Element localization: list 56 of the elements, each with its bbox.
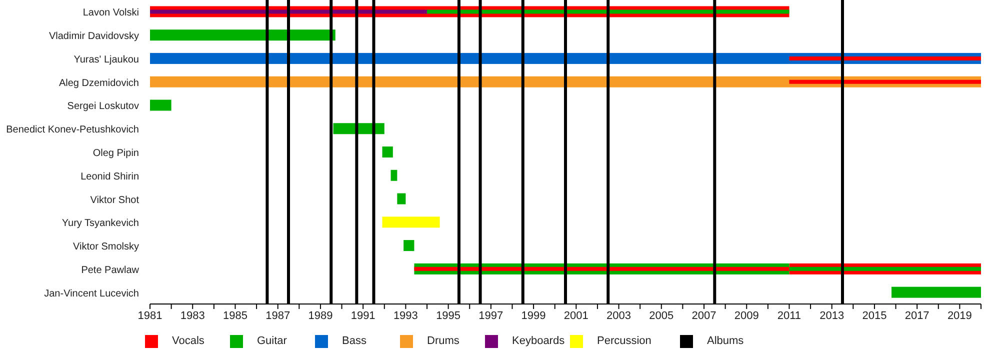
bar <box>789 80 981 84</box>
legend-label: Albums <box>707 335 744 347</box>
x-tick-label: 1981 <box>138 310 162 322</box>
bar <box>404 240 414 252</box>
x-tick-label: 1999 <box>521 310 546 322</box>
x-tick-label: 1995 <box>436 310 461 322</box>
bar <box>150 52 981 64</box>
bar <box>150 10 427 14</box>
x-tick-label: 1989 <box>308 310 333 322</box>
y-tick-label: Lavon Volski <box>82 8 139 19</box>
bar <box>150 100 172 111</box>
y-tick-label: Yuras' Ljaukou <box>74 54 139 66</box>
x-tick-label: 2007 <box>692 310 716 322</box>
y-tick-label: Viktor Smolsky <box>73 242 139 253</box>
y-tick-label: Benedict Konev-Petushkovich <box>6 124 139 136</box>
y-tick-label: Vladimir Davidovsky <box>48 31 139 42</box>
legend-label: Drums <box>427 335 460 347</box>
x-tick-label: 2001 <box>564 310 588 322</box>
bar <box>150 30 336 41</box>
y-tick-label: Aleg Dzemidovich <box>58 78 139 89</box>
bar <box>150 76 981 88</box>
x-tick-label: 2003 <box>606 310 632 322</box>
y-tick-label: Yury Tsyankevich <box>62 218 139 230</box>
bar <box>382 146 393 158</box>
legend-label: Guitar <box>257 335 287 347</box>
bar <box>382 216 440 228</box>
y-tick-label: Oleg Pipin <box>92 148 139 159</box>
bar <box>789 266 981 271</box>
bar <box>892 286 981 298</box>
x-tick-label: 2005 <box>649 310 674 322</box>
x-tick-label: 2011 <box>777 310 802 322</box>
y-tick-label: Leonid Shirin <box>80 171 139 182</box>
x-tick-label: 2015 <box>862 310 887 322</box>
bar <box>397 193 406 204</box>
bar <box>427 10 790 14</box>
x-tick-label: 1983 <box>180 310 205 322</box>
x-tick-label: 1997 <box>478 310 504 322</box>
x-tick-label: 1987 <box>266 310 290 322</box>
x-tick-label: 1985 <box>222 310 248 322</box>
legend-label: Percussion <box>597 335 652 347</box>
y-tick-label: Viktor Shot <box>90 194 140 206</box>
bar <box>414 266 790 271</box>
x-tick-label: 2019 <box>947 310 972 322</box>
x-tick-label: 1991 <box>350 310 376 322</box>
legend-label: Keyboards <box>512 335 565 347</box>
legend-label: Vocals <box>172 335 204 347</box>
x-tick-label: 2009 <box>734 310 759 322</box>
y-tick-label: Pete Pawlaw <box>81 264 140 276</box>
bar <box>390 170 398 181</box>
legend-label: Bass <box>342 335 366 347</box>
y-tick-label: Jan-Vincent Lucevich <box>44 288 139 300</box>
x-tick-label: 2017 <box>904 310 930 322</box>
x-tick-label: 2013 <box>820 310 844 322</box>
x-tick-label: 1993 <box>393 310 418 322</box>
bar <box>789 56 981 60</box>
y-tick-label: Sergei Loskutov <box>67 101 139 112</box>
